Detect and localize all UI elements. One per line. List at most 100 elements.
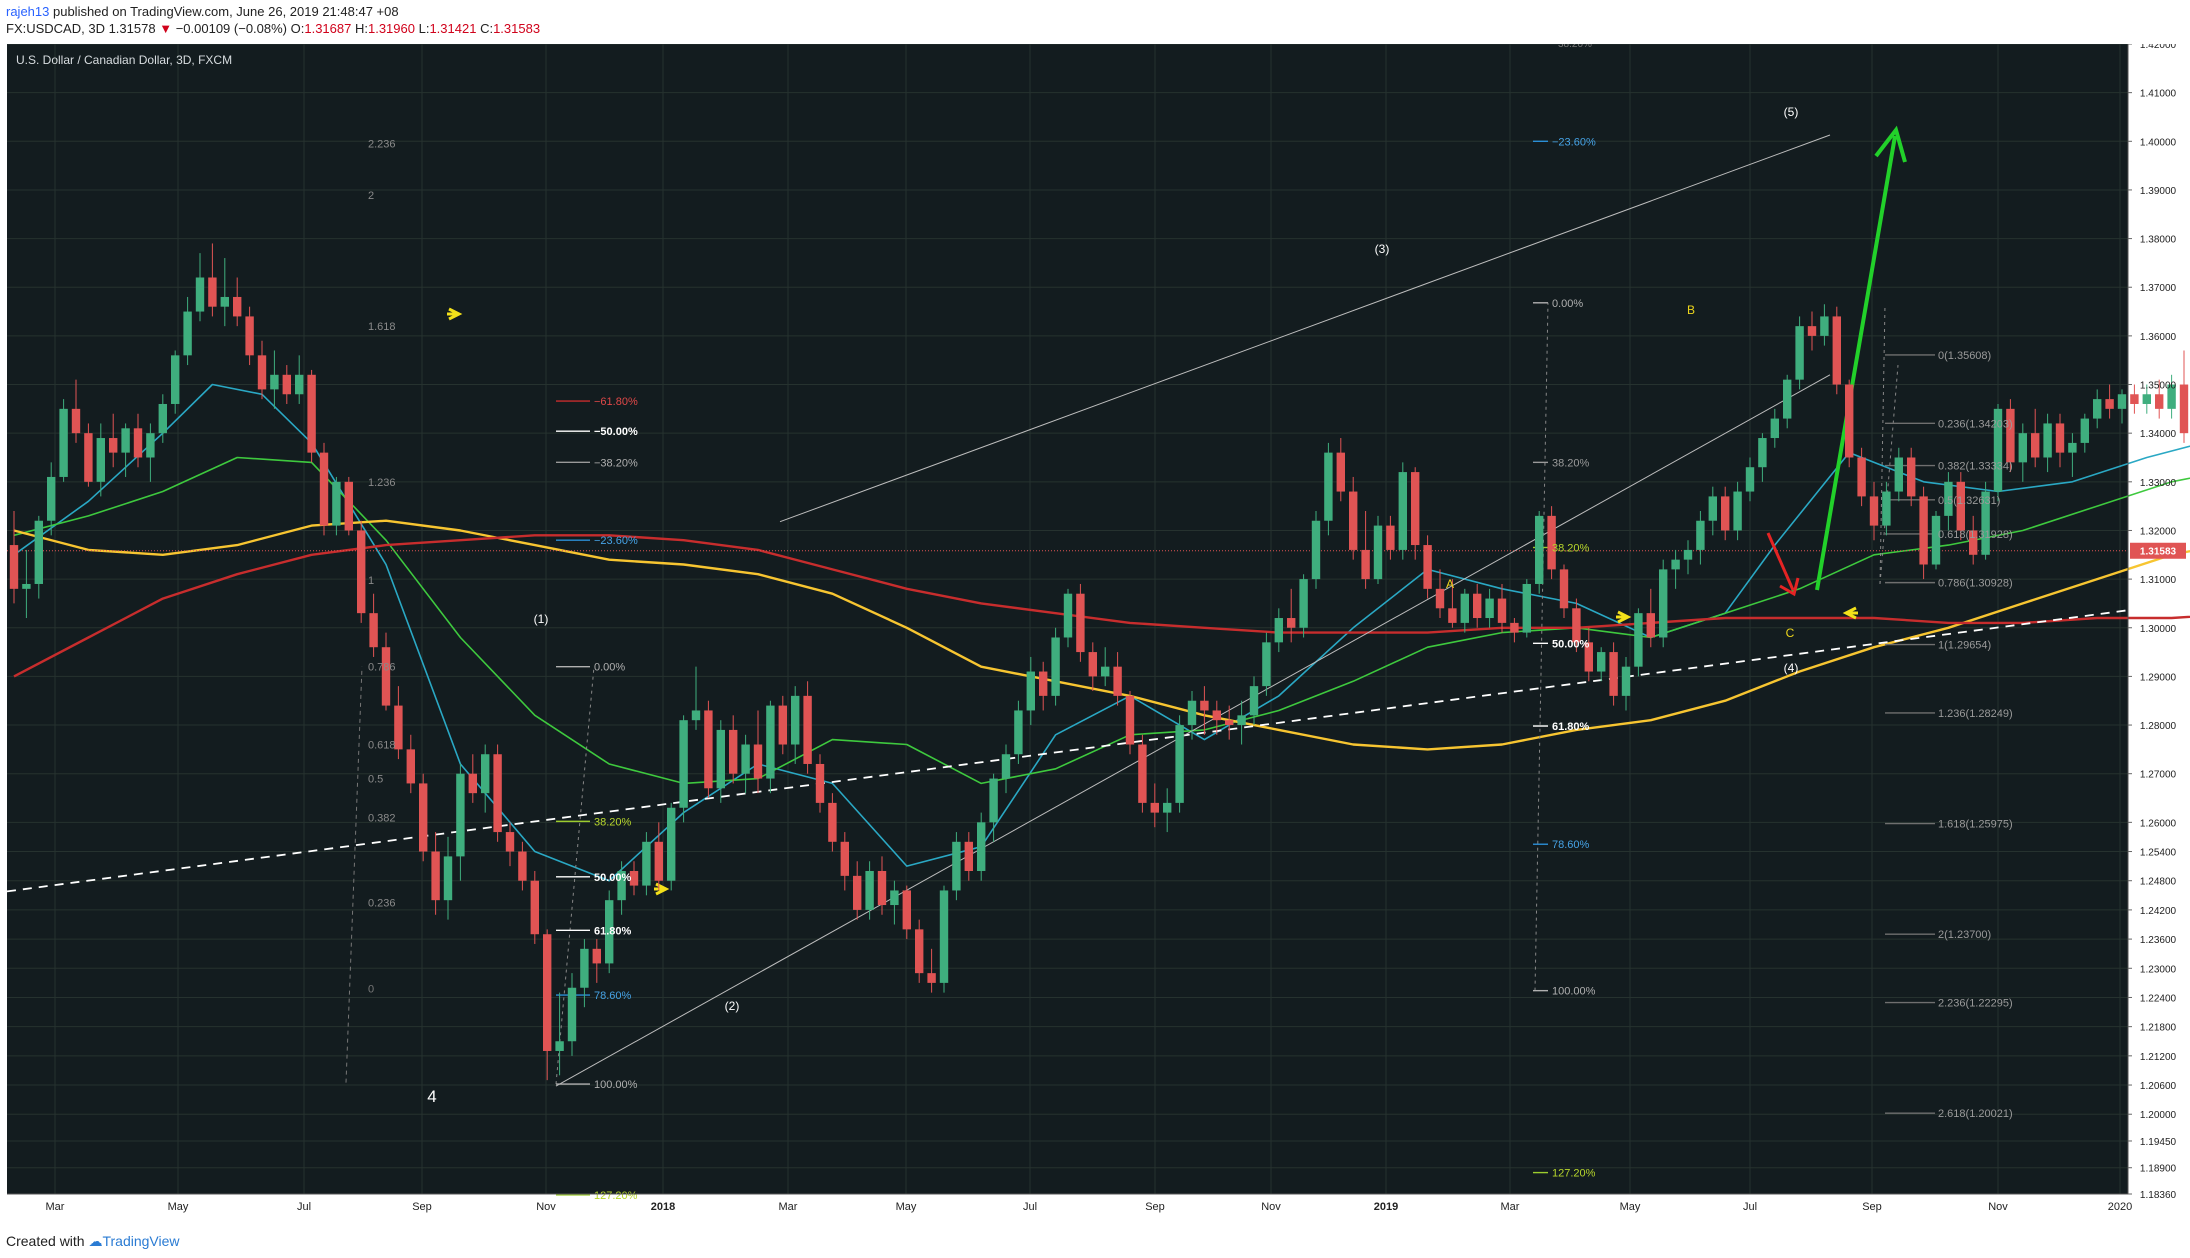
candle-body [121, 428, 130, 453]
channel-lower-line [555, 374, 1831, 1087]
candle-body [1423, 545, 1432, 589]
low-value: 1.31421 [429, 21, 477, 36]
fib2-upper-label: −23.60% [594, 535, 638, 547]
author-link[interactable]: rajeh13 [6, 4, 50, 19]
fib2-level-label: 78.60% [594, 990, 632, 1002]
change-down-icon: ▼ [159, 21, 173, 36]
price-tick-label: 1.29000 [2140, 672, 2177, 683]
price-tick-label: 1.20000 [2140, 1110, 2177, 1121]
candle-body [2142, 394, 2151, 404]
candles [9, 243, 2189, 1081]
candle-body [853, 875, 862, 910]
candle-body [778, 705, 787, 745]
fibext-level-label: 2.618(1.20021) [1938, 1108, 2013, 1120]
candle-body [1051, 637, 1060, 696]
tradingview-link[interactable]: TradingView [102, 1233, 180, 1249]
candle-body [84, 433, 93, 482]
time-tick-label: 2018 [651, 1201, 675, 1213]
fibext-level-label: 1.618(1.25975) [1938, 819, 2013, 831]
candle-body [1659, 569, 1668, 638]
candle-body [357, 530, 366, 614]
time-tick-label: Nov [536, 1201, 556, 1213]
yellow-arrow-icon [1617, 610, 1632, 624]
candle-body [1200, 700, 1209, 711]
time-tick-label: 2019 [1374, 1201, 1398, 1213]
price-tick-label: 1.40000 [2140, 137, 2177, 148]
high-label: H: [351, 21, 368, 36]
price-tick-label: 1.39000 [2140, 186, 2177, 197]
fib1-level-label: 1.618 [368, 321, 396, 333]
publish-info: rajeh13 published on TradingView.com, Ju… [6, 4, 399, 19]
price-tick-label: 1.21800 [2140, 1023, 2177, 1034]
fib1-level-label: 0 [368, 984, 374, 996]
price-tick-label: 1.22400 [2140, 993, 2177, 1004]
change-text: −0.00109 (−0.08%) [175, 21, 288, 36]
candle-body [158, 403, 167, 434]
fib2-upper-label: −38.20% [594, 457, 638, 469]
time-tick-label: May [896, 1201, 917, 1213]
fib3-level-label: 61.80% [1552, 721, 1590, 733]
fib3-upper-label: 38.20% [1552, 457, 1590, 469]
candle-body [245, 316, 254, 356]
price-tick-label: 1.26000 [2140, 818, 2177, 829]
time-tick-label: Sep [1862, 1201, 1882, 1213]
candle-body [1274, 618, 1283, 643]
candle-body [1187, 700, 1197, 726]
moving-average-line [13, 519, 2190, 751]
time-axis[interactable]: Mar May Jul Sep Nov 2018 Mar May Jul Sep Nov 2019 Ma… [7, 1193, 2132, 1213]
candle-body [208, 277, 217, 307]
candle-body [1572, 608, 1581, 643]
fibext-level-label: 0.786(1.30928) [1938, 578, 2013, 590]
candle-body [183, 311, 192, 356]
fibext-level-label: 0.5(1.32631) [1938, 495, 2000, 507]
candle-body [282, 374, 291, 395]
time-tick-label: Mar [1501, 1201, 1520, 1213]
candle-body [481, 754, 490, 794]
wave-label: (5) [1784, 105, 1799, 119]
candle-body [1361, 549, 1370, 580]
candle-body [47, 476, 56, 521]
candle-body [1535, 515, 1544, 584]
candle-body [171, 355, 180, 404]
candle-body [1063, 593, 1073, 638]
candle-body [1894, 457, 1903, 492]
candle-body [1088, 652, 1097, 677]
price-tick-label: 1.28000 [2140, 721, 2177, 732]
candle-body [1510, 622, 1519, 633]
moving-average-line [13, 534, 2190, 678]
candle-body [1820, 316, 1829, 336]
candle-body [1522, 583, 1531, 633]
fib3-level-label: 78.60% [1552, 839, 1590, 851]
fib2-upper-label: −61.80% [594, 396, 638, 408]
fibext-level-label: 2(1.23700) [1938, 929, 1991, 941]
candle-body [1981, 491, 1990, 555]
candle-body [71, 408, 81, 434]
fib1-level-label: 0.382 [368, 812, 396, 824]
candle-body [1547, 515, 1556, 570]
price-axis[interactable]: 1.42000 1.41000 1.40000 1.39000 1.38000 1.370… [2127, 44, 2186, 1201]
candle-body [791, 695, 800, 745]
candle-body [1907, 457, 1916, 497]
price-chart[interactable]: 2.236 2 1.618 1.236 1 0.786 0.618 0.5 0.382 0.236… [0, 44, 2190, 1239]
fibext-level-label: 0.236(1.34203) [1938, 418, 2013, 430]
time-tick-label: Nov [1261, 1201, 1281, 1213]
publish-header: rajeh13 published on TradingView.com, Ju… [0, 0, 2190, 44]
fib1-level-label: 0.618 [368, 740, 396, 752]
candle-body [1349, 491, 1358, 550]
dashed-trendline [6, 609, 2129, 893]
candle-body [1212, 710, 1221, 721]
candle-body [1311, 520, 1321, 580]
red-arrow-head-icon [1779, 577, 1800, 597]
candle-body [1262, 642, 1271, 687]
time-tick-label: May [1620, 1201, 1641, 1213]
green-arrow-head-icon [1874, 125, 1907, 163]
candle-body [1857, 457, 1866, 497]
candle-body [344, 481, 353, 531]
candle-body [518, 851, 527, 881]
candle-body [1287, 618, 1296, 628]
candle-body [1497, 598, 1507, 623]
candle-body [1770, 418, 1779, 439]
candle-body [865, 870, 874, 910]
fib3-upper-label: −23.60% [1552, 136, 1596, 148]
candle-body [902, 890, 911, 930]
